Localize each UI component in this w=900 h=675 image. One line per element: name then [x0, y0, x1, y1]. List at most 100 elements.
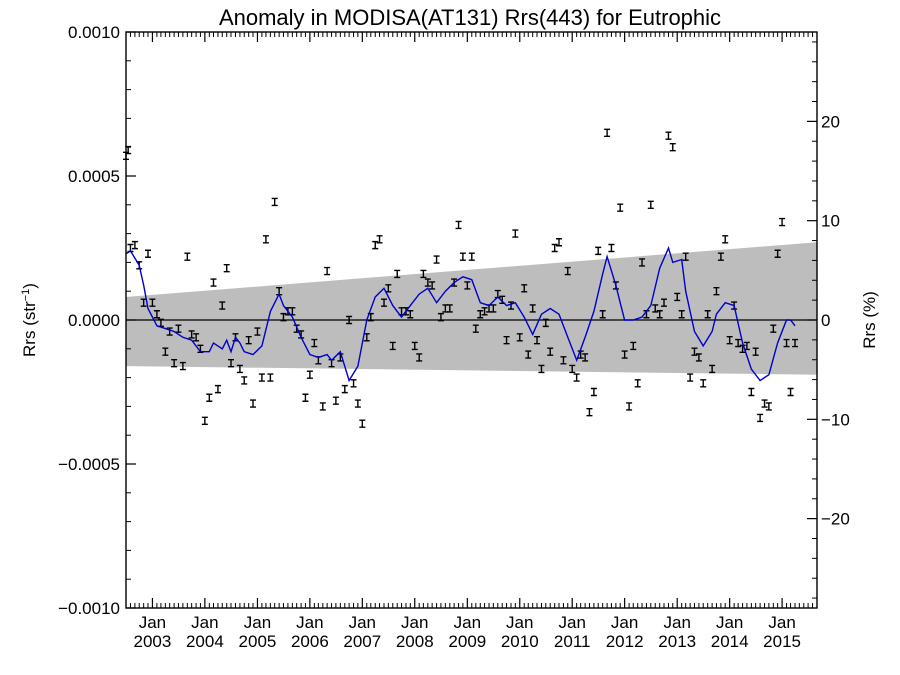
data-point [695, 353, 702, 362]
x-tick-month-label: Jan [506, 613, 533, 632]
data-point [175, 324, 182, 333]
data-point [551, 243, 558, 253]
x-tick-month-label: Jan [454, 613, 481, 632]
x-tick-month-label: Jan [349, 613, 376, 632]
data-point [595, 246, 602, 256]
data-point [555, 238, 562, 247]
data-point [639, 258, 646, 267]
data-point [617, 203, 624, 212]
y-right-tick-label: 20 [821, 112, 840, 131]
data-point [372, 240, 379, 250]
x-tick-month-label: Jan [611, 613, 638, 632]
data-point [647, 200, 654, 209]
data-point [481, 307, 488, 316]
x-tick-year-label: 2003 [134, 632, 172, 651]
data-point [761, 399, 768, 408]
data-point [210, 278, 217, 287]
data-point [608, 243, 615, 253]
data-point [350, 379, 357, 388]
data-point [245, 335, 252, 345]
data-point [678, 310, 685, 319]
data-point [704, 310, 711, 319]
data-point [652, 304, 659, 313]
data-point [319, 402, 326, 411]
x-tick-month-label: Jan [191, 613, 218, 632]
data-point [516, 333, 523, 342]
x-tick-month-label: Jan [296, 613, 323, 632]
data-point [700, 379, 707, 388]
data-point [573, 373, 580, 382]
data-point [752, 347, 759, 356]
y-left-tick-label: 0.0010 [68, 23, 120, 42]
data-point [599, 310, 606, 319]
data-point [149, 298, 156, 307]
y-left-tick-label: −0.0005 [58, 455, 120, 474]
x-tick-month-label: Jan [401, 613, 428, 632]
x-tick-month-label: Jan [558, 613, 585, 632]
data-point [569, 364, 576, 374]
data-point [713, 287, 720, 296]
x-tick-year-label: 2015 [763, 632, 801, 651]
data-point [171, 359, 178, 368]
data-point [534, 335, 541, 345]
data-point [774, 249, 781, 258]
data-point [376, 235, 383, 244]
data-point [359, 419, 366, 428]
data-point [691, 347, 698, 356]
data-point [464, 281, 471, 290]
data-point [709, 364, 716, 374]
data-point [311, 338, 318, 348]
data-point [586, 407, 593, 417]
data-point [682, 252, 689, 261]
data-point [503, 335, 510, 345]
data-point [416, 353, 423, 362]
data-point [429, 281, 436, 290]
data-point [206, 393, 213, 402]
x-tick-year-label: 2004 [186, 632, 224, 651]
x-tick-month-label: Jan [716, 613, 743, 632]
chart-title: Anomaly in MODISA(AT131) Rrs(443) for Eu… [219, 5, 721, 30]
data-point [560, 356, 567, 365]
data-point [324, 266, 331, 276]
data-point [722, 235, 729, 244]
data-point [280, 312, 287, 322]
data-point [661, 298, 668, 307]
data-point [726, 335, 733, 345]
data-point [271, 197, 278, 207]
data-point [201, 416, 208, 425]
data-point [267, 373, 274, 382]
data-point [223, 263, 230, 273]
data-point [236, 364, 243, 374]
data-point [779, 217, 786, 227]
data-point [604, 128, 611, 137]
data-point [433, 255, 440, 264]
data-point [634, 379, 641, 388]
x-tick-year-label: 2006 [291, 632, 329, 651]
x-tick-month-label: Jan [664, 613, 691, 632]
y-right-tick-label: −20 [821, 510, 850, 529]
data-point [394, 269, 401, 279]
data-point [512, 229, 519, 238]
x-tick-year-label: 2011 [554, 632, 591, 651]
x-tick-month-label: Jan [244, 613, 271, 632]
data-point [153, 310, 160, 319]
data-point [188, 330, 195, 339]
y-axis-left-label-sup: −1 [20, 289, 32, 302]
x-tick-year-label: 2013 [658, 632, 696, 651]
data-point [258, 373, 265, 382]
data-point [411, 341, 418, 351]
data-point [354, 399, 361, 408]
data-point [262, 235, 269, 244]
y-right-tick-label: 10 [821, 212, 840, 231]
data-point [582, 353, 589, 362]
data-point [665, 131, 672, 140]
data-point [302, 393, 309, 402]
running-mean-line [125, 245, 796, 383]
x-tick-year-label: 2009 [448, 632, 486, 651]
data-point [346, 315, 353, 325]
data-point [792, 338, 799, 348]
data-point [459, 252, 466, 261]
data-point [547, 347, 554, 356]
data-point [529, 304, 536, 313]
data-point [626, 402, 633, 411]
